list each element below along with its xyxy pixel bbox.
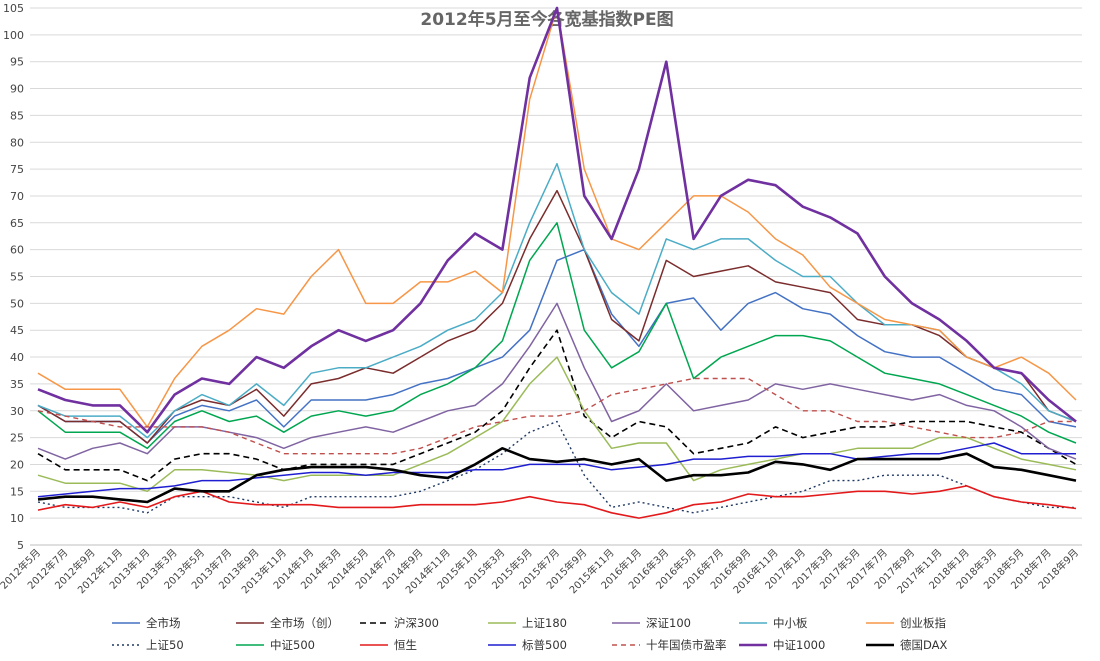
y-tick-label: 20 [10, 458, 24, 471]
y-tick-label: 50 [10, 297, 24, 310]
y-tick-label: 65 [10, 217, 24, 230]
y-tick-label: 10 [10, 512, 24, 525]
y-tick-label: 5 [17, 539, 24, 552]
y-tick-label: 25 [10, 432, 24, 445]
y-tick-label: 100 [3, 29, 24, 42]
legend-label: 沪深300 [394, 616, 439, 630]
x-axis-ticks: 2012年5月2012年7月2012年9月2012年11月2013年1月2013… [0, 546, 1081, 596]
legend-label: 中证500 [270, 638, 315, 652]
legend-label: 中小板 [773, 616, 808, 630]
legend-label: 全市场 [146, 616, 181, 630]
series-lines [37, 6, 1077, 519]
legend-label: 创业板指 [900, 616, 946, 630]
series-line-12 [37, 6, 1077, 434]
series-line-10 [37, 442, 1076, 498]
series-line-9 [37, 485, 1077, 519]
series-line-6 [37, 7, 1077, 428]
y-tick-label: 105 [3, 2, 24, 15]
legend-label: 十年国债市盈率 [646, 638, 727, 652]
y-tick-label: 55 [10, 271, 24, 284]
chart-title: 2012年5月至今各宽基指数PE图 [420, 9, 673, 30]
legend-label: 全市场（创） [270, 616, 339, 630]
y-tick-label: 95 [10, 56, 24, 69]
legend-label: 德国DAX [900, 638, 948, 652]
y-tick-label: 30 [10, 405, 24, 418]
legend-label: 上证50 [146, 638, 184, 652]
legend-label: 中证1000 [773, 638, 825, 652]
series-line-3 [37, 356, 1077, 493]
series-line-5 [37, 162, 1077, 439]
y-tick-label: 40 [10, 351, 24, 364]
y-tick-label: 75 [10, 163, 24, 176]
series-line-7 [37, 420, 1076, 514]
y-tick-label: 45 [10, 324, 24, 337]
series-line-1 [37, 189, 1077, 444]
legend-label: 恒生 [394, 638, 417, 652]
gridlines [30, 7, 1082, 546]
legend-label: 深证100 [646, 616, 691, 630]
y-tick-label: 90 [10, 83, 24, 96]
series-line-8 [37, 222, 1077, 450]
y-tick-label: 80 [10, 136, 24, 149]
series-line-2 [37, 329, 1077, 482]
y-axis-ticks: 5 10 15 20 25 30 35 40 45 50 55 60 65 70 75 80 85 90 95 100… [3, 2, 24, 552]
y-tick-label: 15 [10, 485, 24, 498]
y-tick-label: 35 [10, 378, 24, 391]
legend-label: 上证180 [522, 616, 567, 630]
y-tick-label: 85 [10, 109, 24, 122]
legend-label: 标普500 [522, 638, 567, 652]
series-line-0 [37, 248, 1077, 444]
series-line-13 [37, 446, 1077, 504]
y-tick-label: 60 [10, 244, 24, 257]
y-tick-label: 70 [10, 190, 24, 203]
series-line-11 [37, 377, 1076, 455]
